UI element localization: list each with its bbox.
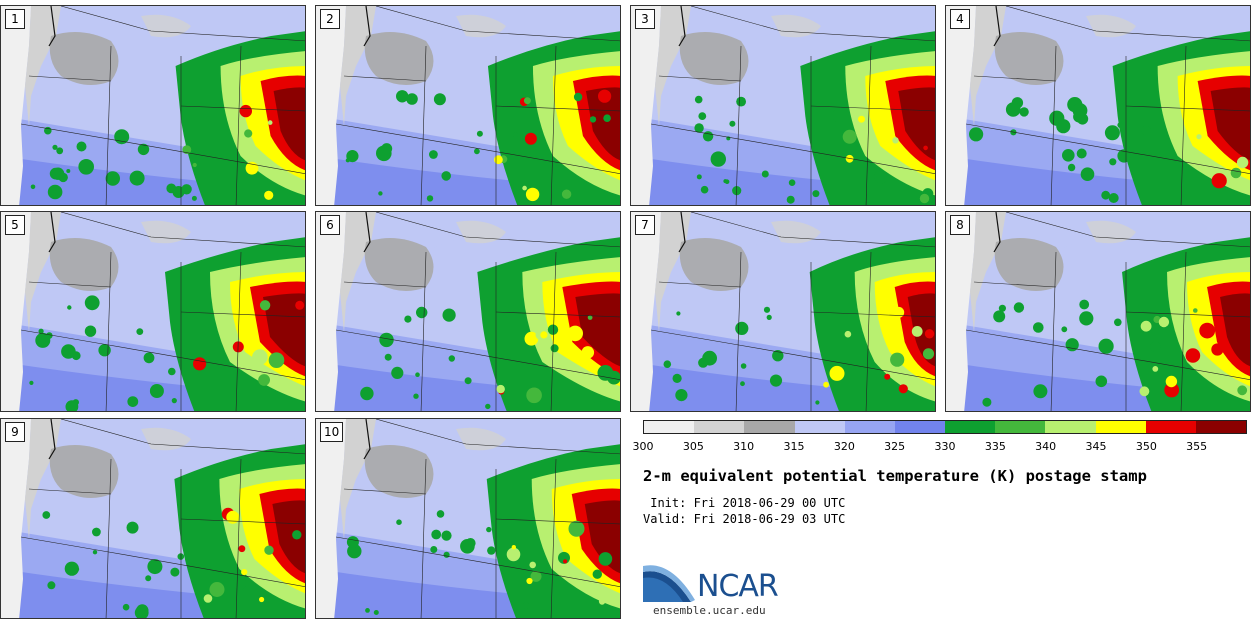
colorbar-tick-345: 345: [1085, 440, 1107, 453]
colorbar-swatch-1: [694, 421, 745, 433]
member-label-7: 7: [635, 215, 655, 235]
member-map-6: [316, 212, 620, 411]
member-map-10: [316, 419, 620, 618]
colorbar-swatch-6: [945, 421, 996, 433]
ncar-logo-icon: [643, 565, 695, 602]
member-map-7: [631, 212, 935, 411]
valid-time: Valid: Fri 2018-06-29 03 UTC: [643, 512, 846, 526]
colorbar-tick-340: 340: [1035, 440, 1057, 453]
colorbar-swatch-9: [1095, 421, 1146, 433]
member-label-6: 6: [320, 215, 340, 235]
colorbar-swatch-2: [744, 421, 795, 433]
colorbar-tick-320: 320: [833, 440, 855, 453]
member-panel-4: 4: [945, 5, 1251, 206]
colorbar-tick-labels: 300 305 310 315 320 325 330 335 340 345 350 355: [633, 440, 1247, 456]
colorbar-tick-300: 300: [632, 440, 654, 453]
member-label-2: 2: [320, 9, 340, 29]
member-label-10: 10: [320, 422, 344, 442]
colorbar-swatch-8: [1045, 421, 1096, 433]
member-panel-7: 7: [630, 211, 936, 412]
member-map-9: [1, 419, 305, 618]
plot-title: 2-m equivalent potential temperature (K)…: [643, 467, 1147, 485]
member-map-4: [946, 6, 1250, 205]
member-panel-2: 2: [315, 5, 621, 206]
member-panel-8: 8: [945, 211, 1251, 412]
member-panel-9: 9: [0, 418, 306, 619]
colorbar-swatch-3: [794, 421, 845, 433]
colorbar-tick-315: 315: [783, 440, 805, 453]
colorbar-tick-310: 310: [733, 440, 755, 453]
member-label-1: 1: [5, 9, 25, 29]
member-panel-1: 1: [0, 5, 306, 206]
colorbar-tick-330: 330: [934, 440, 956, 453]
colorbar-swatch-11: [1195, 421, 1247, 433]
colorbar: [643, 420, 1247, 434]
colorbar-tick-355: 355: [1186, 440, 1208, 453]
member-map-2: [316, 6, 620, 205]
member-panel-6: 6: [315, 211, 621, 412]
member-label-8: 8: [950, 215, 970, 235]
colorbar-swatch-5: [894, 421, 946, 433]
logo-wordmark: NCAR: [697, 569, 779, 604]
member-map-3: [631, 6, 935, 205]
member-label-9: 9: [5, 422, 25, 442]
init-time: Init: Fri 2018-06-29 00 UTC: [643, 496, 846, 510]
colorbar-swatch-7: [995, 421, 1046, 433]
colorbar-swatch-0: [644, 421, 695, 433]
member-panel-5: 5: [0, 211, 306, 412]
colorbar-swatch-4: [844, 421, 895, 433]
member-map-1: [1, 6, 305, 205]
logo-url: ensemble.ucar.edu: [653, 604, 766, 617]
member-map-8: [946, 212, 1250, 411]
colorbar-swatch-10: [1145, 421, 1196, 433]
colorbar-tick-305: 305: [682, 440, 704, 453]
colorbar-tick-335: 335: [984, 440, 1006, 453]
member-panel-10: 10: [315, 418, 621, 619]
colorbar-tick-350: 350: [1135, 440, 1157, 453]
member-label-3: 3: [635, 9, 655, 29]
member-panel-3: 3: [630, 5, 936, 206]
member-label-4: 4: [950, 9, 970, 29]
member-map-5: [1, 212, 305, 411]
colorbar-tick-325: 325: [884, 440, 906, 453]
member-label-5: 5: [5, 215, 25, 235]
